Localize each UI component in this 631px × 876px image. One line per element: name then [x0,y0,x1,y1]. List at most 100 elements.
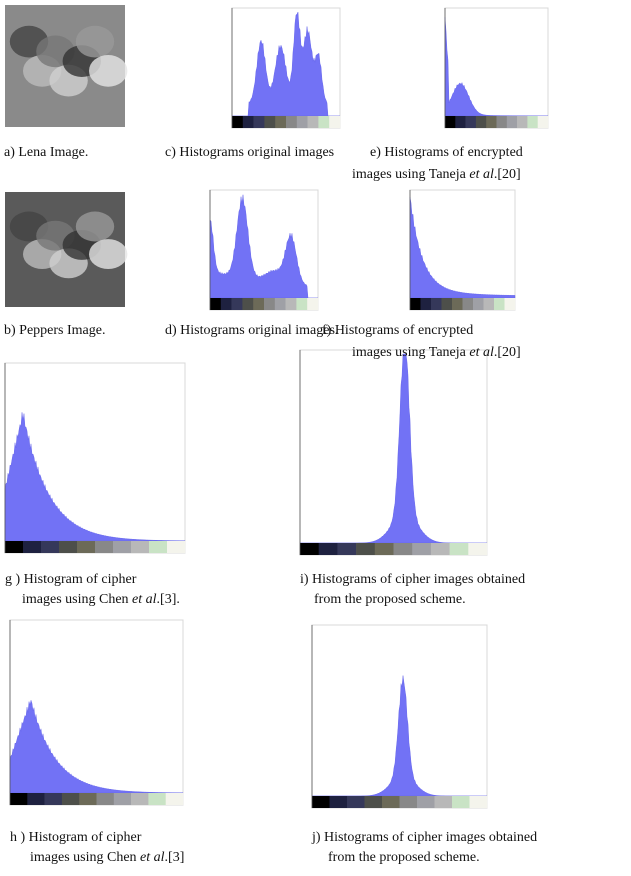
caption: a) Lena Image. [4,145,88,161]
color-strip [113,541,132,553]
color-strip [27,793,45,805]
caption-text: e) Histograms of encrypted [370,145,523,160]
caption-text: from the proposed scheme. [314,592,466,607]
color-strip [430,543,450,555]
color-strip [113,793,132,805]
color-strip [274,298,286,310]
caption-text: et al [469,167,494,182]
caption: j) Histograms of cipher images obtained [312,830,537,846]
color-strip [307,116,319,128]
caption: g ) Histogram of cipher [5,572,136,588]
photo-shape [89,239,128,270]
color-strip [434,796,453,808]
histogram-bars [209,194,318,299]
color-strip [296,116,308,128]
color-strip [220,298,232,310]
caption: from the proposed scheme. [314,592,466,608]
color-strip [475,116,487,128]
color-strip [506,116,518,128]
photo-shape [89,55,128,87]
color-strip [264,116,276,128]
caption-text: .[3] [164,850,185,865]
color-strip [364,796,383,808]
color-strip [449,543,469,555]
color-strip [465,116,477,128]
color-strip [455,116,466,128]
caption: images using Chen et al.[3]. [22,592,180,608]
color-strip [232,116,244,128]
caption: f) Histograms of encrypted [322,323,473,339]
caption: images using Chen et al.[3] [30,850,184,866]
color-strip [537,116,549,128]
caption-text: et al [140,850,165,865]
color-strip [318,116,330,128]
caption-text: d) Histograms original images. [165,323,339,338]
color-strip [23,541,42,553]
caption-text: i) Histograms of cipher images obtained [300,572,526,587]
color-strip [165,793,184,805]
color-strip [44,793,63,805]
color-strip [452,298,463,310]
caption-text: h ) Histogram of cipher [10,830,142,845]
color-strip [10,793,28,805]
color-strip [285,298,297,310]
color-strip [469,796,488,808]
caption-text: et al [469,345,494,360]
histogram-bars [232,11,340,117]
caption-text: images using Chen [30,850,141,865]
caption: i) Histograms of cipher images obtained [300,572,525,588]
color-strip [399,796,418,808]
color-strip [431,298,442,310]
color-strip [410,298,421,310]
caption: b) Peppers Image. [4,323,105,339]
caption-text: from the proposed scheme. [328,850,480,865]
photo [5,5,128,127]
histogram-bars [9,699,184,794]
color-strip [374,543,394,555]
color-strip [504,298,516,310]
color-strip [5,541,24,553]
color-strip [473,298,484,310]
color-strip [393,543,413,555]
color-strip [95,541,114,553]
caption-text: images using Taneja [352,345,470,360]
color-strip [337,543,357,555]
photo-shape [75,25,115,58]
color-strip [329,116,341,128]
color-strip [253,298,265,310]
color-strip [96,793,115,805]
color-strip [131,793,149,805]
color-strip [300,543,319,555]
caption: images using Taneja et al.[20] [352,345,521,361]
color-strip [420,298,432,310]
color-strip [382,796,400,808]
caption: images using Taneja et al.[20] [352,167,521,183]
color-strip [131,541,150,553]
color-strip [167,541,186,553]
color-strip [483,298,495,310]
color-strip [468,543,488,555]
color-strip [307,298,319,310]
caption-text: .[3]. [156,592,180,607]
histogram-bars [4,412,186,542]
color-strip [417,796,435,808]
color-strip [494,298,505,310]
caption-text: .[20] [493,345,521,360]
photo [5,192,128,307]
caption-text: et al [132,592,157,607]
histogram-bars [444,17,549,117]
color-strip [329,796,348,808]
caption: e) Histograms of encrypted [370,145,523,161]
color-strip [77,541,96,553]
histogram-frame [409,189,516,311]
color-strip [275,116,287,128]
color-strip [79,793,97,805]
color-strip [61,793,80,805]
color-strip [242,298,254,310]
color-strip [517,116,528,128]
photo-shape [75,211,115,242]
color-strip [264,298,276,310]
color-strip [253,116,265,128]
